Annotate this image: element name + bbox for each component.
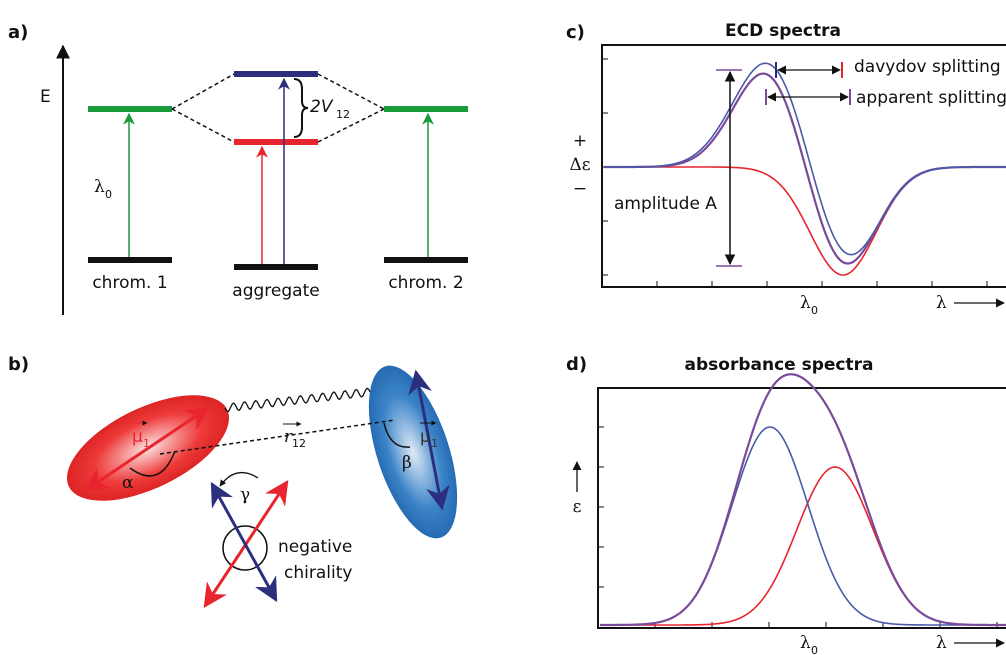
y-axis-label: ε xyxy=(573,497,582,517)
transition-subscript: 0 xyxy=(105,188,112,201)
annotation: apparent splitting xyxy=(856,88,1006,108)
brace xyxy=(293,78,309,138)
panel-title: absorbance spectra xyxy=(685,355,874,375)
panel-label: c) xyxy=(566,22,585,43)
coupling-wave xyxy=(224,387,371,413)
panel-label: b) xyxy=(8,354,29,375)
transition-label: λ xyxy=(94,177,105,197)
panel-label: d) xyxy=(566,354,587,375)
x-marker-subscript: 0 xyxy=(811,304,818,317)
y-axis-label: Δε xyxy=(569,155,590,175)
angle-label: γ xyxy=(240,485,250,505)
correlation-lines xyxy=(171,73,385,143)
annotation: davydov splitting xyxy=(854,57,1001,77)
distance-line xyxy=(159,419,396,455)
dipole-arrow xyxy=(84,406,210,492)
x-axis-label: λ xyxy=(936,293,947,313)
curve xyxy=(600,426,1006,626)
angle-arc xyxy=(383,422,411,448)
distance-subscript: 12 xyxy=(292,437,306,450)
angle-arc xyxy=(219,471,259,487)
dipole-label: μ xyxy=(420,427,431,447)
plot-frame xyxy=(597,387,1006,629)
dipole-arrow xyxy=(408,369,450,511)
angle-label: β xyxy=(402,453,412,473)
panel-c: c) ECD spectra davydov splitting apparen… xyxy=(566,21,1006,317)
panel-title: ECD spectra xyxy=(725,21,841,41)
panel-label: a) xyxy=(8,22,28,43)
y-axis-label: + xyxy=(573,131,587,151)
chromophore xyxy=(368,365,458,539)
level-label: aggregate xyxy=(232,281,319,301)
x-marker: λ xyxy=(800,293,811,313)
panel-a: a) E 2V 12 λ 0 chrom. 1 aggregate chrom.… xyxy=(8,22,468,315)
dipole-subscript: 1 xyxy=(431,437,438,450)
dipole-subscript: 1 xyxy=(143,437,150,450)
x-marker-subscript: 0 xyxy=(811,644,818,655)
angle-label: α xyxy=(122,473,134,493)
splitting-subscript: 12 xyxy=(336,108,350,121)
chirality-label: negative xyxy=(278,537,352,557)
y-axis-label: − xyxy=(573,179,587,199)
splitting-label: 2V xyxy=(310,97,334,117)
angle-arc xyxy=(129,450,176,477)
axis-label: E xyxy=(40,87,51,107)
dipole-label: μ xyxy=(132,427,143,447)
panel-b: b) μ 1 μ 1 r 12 α β γ negative chirality xyxy=(8,354,458,609)
distance-label: r xyxy=(284,427,293,447)
curve xyxy=(600,373,1006,627)
plot-frame xyxy=(601,44,1006,288)
annotation: amplitude A xyxy=(614,194,717,214)
x-axis-label: λ xyxy=(936,633,947,653)
level-label: chrom. 1 xyxy=(92,273,167,293)
level-label: chrom. 2 xyxy=(388,273,463,293)
frame-ticks xyxy=(602,58,988,287)
dipole-arrow xyxy=(210,481,278,603)
chirality-label: chirality xyxy=(284,563,352,583)
panel-d: d) absorbance spectra ε λ 0 λ xyxy=(566,354,1006,655)
curve xyxy=(604,166,1006,276)
x-marker: λ xyxy=(800,633,811,653)
curve xyxy=(604,62,1006,256)
